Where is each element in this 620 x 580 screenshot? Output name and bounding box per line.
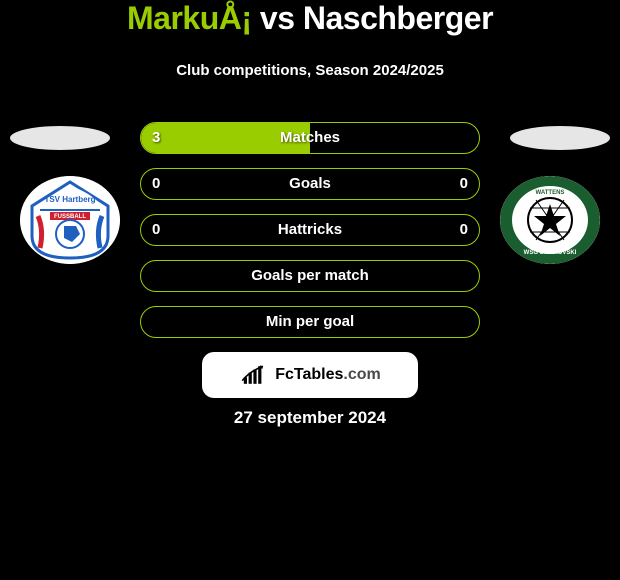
stat-row: Goals0 0 <box>140 168 480 200</box>
club-left: TSV Hartberg FUSSBALL <box>20 176 120 264</box>
club-right: WATTENS WSG SWAROVSKI <box>500 176 600 264</box>
svg-text:WATTENS: WATTENS <box>536 190 565 196</box>
stats-panel: Matches3Goals00Hattricks00Goals per matc… <box>140 122 480 352</box>
stat-value-left: 3 <box>152 122 160 154</box>
fctables-logo-icon <box>239 363 271 387</box>
hartberg-logo-icon: TSV Hartberg FUSSBALL <box>20 176 120 264</box>
date: 27 september 2024 <box>0 408 620 428</box>
shadow-left <box>10 126 110 150</box>
page-title: MarkuÅ¡ vs Naschberger <box>0 0 620 37</box>
stat-label: Min per goal <box>140 306 480 338</box>
player2-name: Naschberger <box>303 0 493 36</box>
vs-text: vs <box>260 0 295 36</box>
brand-badge[interactable]: FcTables.com <box>202 352 418 398</box>
stat-row: Goals per match <box>140 260 480 292</box>
club-left-crest: TSV Hartberg FUSSBALL <box>20 176 120 264</box>
stat-row: Matches3 <box>140 122 480 154</box>
svg-text:WSG SWAROVSKI: WSG SWAROVSKI <box>524 250 577 256</box>
comparison-card: MarkuÅ¡ vs Naschberger Club competitions… <box>0 0 620 580</box>
brand-tld: .com <box>343 366 380 383</box>
svg-text:TSV Hartberg: TSV Hartberg <box>44 195 95 204</box>
stat-label: Goals per match <box>140 260 480 292</box>
brand-name: FcTables <box>275 366 343 383</box>
wattens-logo-icon: WATTENS WSG SWAROVSKI <box>500 176 600 264</box>
stat-value-right: 0 <box>460 214 468 246</box>
stat-value-left: 0 <box>152 168 160 200</box>
shadow-right <box>510 126 610 150</box>
stat-row: Min per goal <box>140 306 480 338</box>
stat-label: Goals <box>140 168 480 200</box>
player1-name: MarkuÅ¡ <box>127 0 252 36</box>
brand-text: FcTables.com <box>275 366 381 384</box>
stat-label: Matches <box>140 122 480 154</box>
club-right-crest: WATTENS WSG SWAROVSKI <box>500 176 600 264</box>
stat-label: Hattricks <box>140 214 480 246</box>
stat-value-left: 0 <box>152 214 160 246</box>
stat-row: Hattricks0 0 <box>140 214 480 246</box>
stat-value-right: 0 <box>460 168 468 200</box>
subtitle: Club competitions, Season 2024/2025 <box>0 62 620 79</box>
